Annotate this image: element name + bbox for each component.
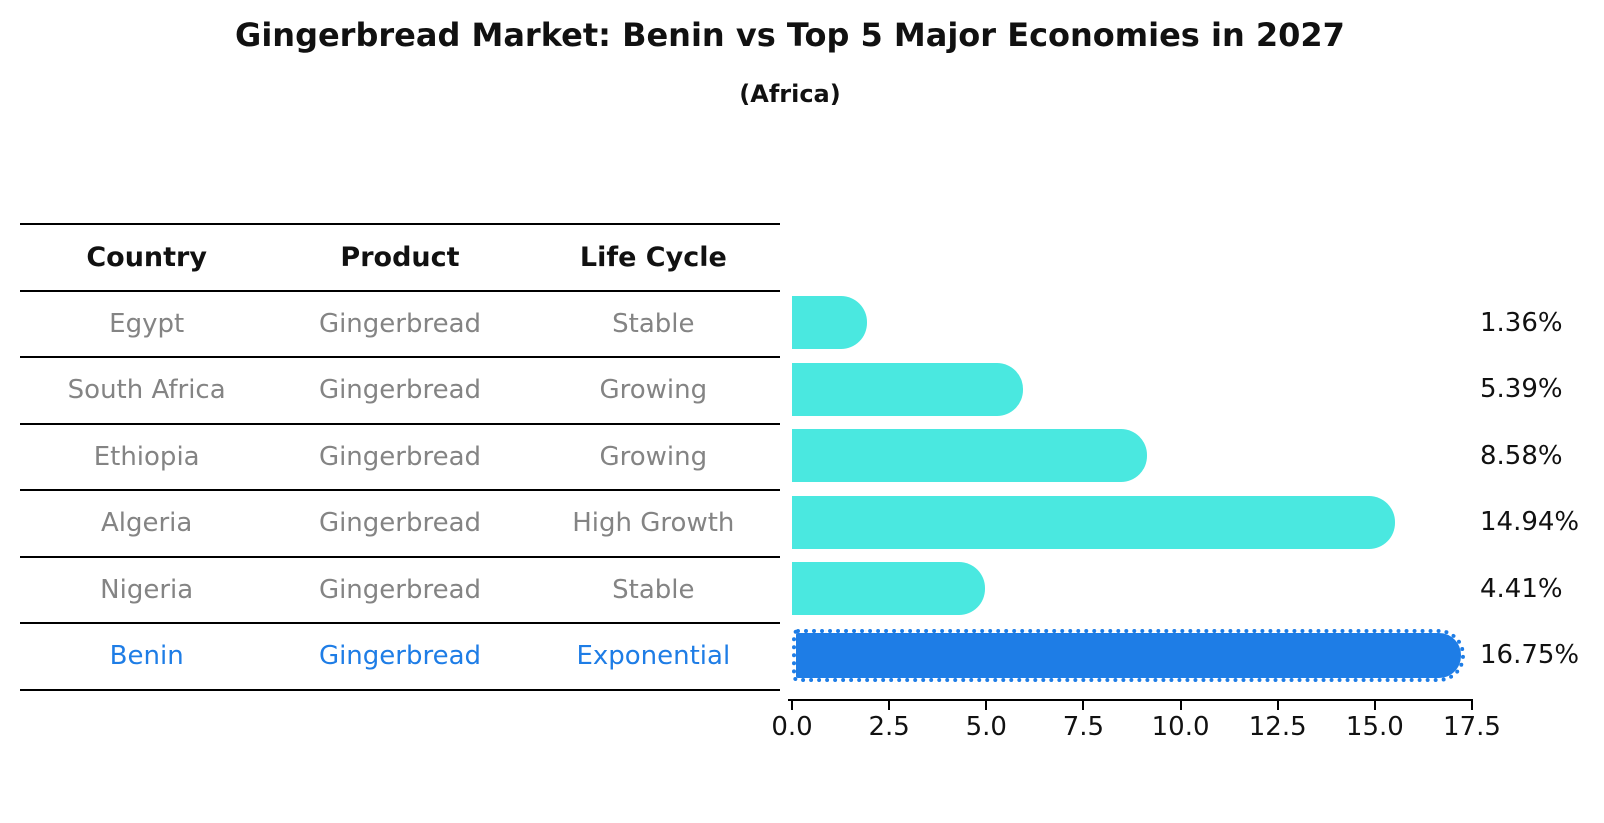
bar-benin [792, 628, 1465, 682]
bar-south-africa [792, 362, 1024, 416]
x-axis-tick-label: 10.0 [1151, 712, 1210, 742]
x-axis-tick-label: 0.0 [771, 712, 813, 742]
bar-row [792, 356, 1472, 423]
x-axis-tick [1179, 701, 1182, 710]
value-label-nigeria: 4.41% [1480, 573, 1563, 604]
chart-title: Gingerbread Market: Benin vs Top 5 Major… [235, 16, 1345, 54]
table-row-egypt: Egypt Gingerbread Stable [20, 292, 780, 358]
cell-life-cycle: Growing [599, 375, 708, 406]
table-row-ethiopia: Ethiopia Gingerbread Growing [20, 425, 780, 491]
bar-row [792, 622, 1472, 689]
table-row-benin: Benin Gingerbread Exponential [20, 624, 780, 691]
cell-country: Algeria [100, 508, 193, 539]
x-axis-tick [1276, 701, 1279, 710]
bar-row [792, 290, 1472, 357]
cell-country: South Africa [67, 375, 226, 406]
cell-life-cycle: Stable [612, 308, 695, 339]
x-axis-tick-label: 5.0 [965, 712, 1007, 742]
x-axis-line [788, 699, 1473, 701]
cell-product: Gingerbread [318, 308, 482, 339]
cell-product: Gingerbread [318, 441, 482, 472]
x-axis-tick [1373, 701, 1376, 710]
bar-ethiopia [792, 429, 1148, 483]
table-row-algeria: Algeria Gingerbread High Growth [20, 491, 780, 558]
cell-product: Gingerbread [318, 508, 482, 539]
cell-country: Ethiopia [93, 441, 200, 472]
cell-life-cycle: Exponential [576, 641, 731, 672]
value-label-egypt: 1.36% [1480, 307, 1563, 338]
bar-row [792, 423, 1472, 490]
cell-country: Egypt [109, 308, 185, 339]
value-label-south-africa: 5.39% [1480, 374, 1563, 405]
x-axis-tick-label: 17.5 [1443, 712, 1501, 742]
bar-nigeria [792, 562, 986, 616]
cell-life-cycle: Growing [599, 441, 708, 472]
x-axis-tick [791, 701, 793, 710]
cell-country: Benin [109, 641, 184, 672]
x-axis-tick-label: 7.5 [1062, 712, 1105, 742]
cell-life-cycle: High Growth [572, 508, 735, 539]
cell-country: Nigeria [100, 574, 194, 605]
x-axis-tick-label: 12.5 [1248, 712, 1307, 742]
column-header-life-cycle: Life Cycle [579, 241, 727, 273]
column-header-country: Country [86, 241, 207, 273]
x-axis-tick [1082, 701, 1085, 710]
value-label-column: 1.36% 5.39% 8.58% 14.94% 4.41% 16.75% [1480, 290, 1579, 689]
value-label-ethiopia: 8.58% [1480, 440, 1563, 471]
value-label-algeria: 14.94% [1480, 507, 1580, 538]
column-header-product: Product [340, 241, 460, 273]
x-axis-tick [888, 701, 891, 710]
x-axis-ticks: 0.0 2.5 5.0 7.5 10.0 12.5 15.0 17.5 [771, 699, 1501, 749]
table-row-south-africa: South Africa Gingerbread Growing [20, 358, 780, 425]
bar-chart [792, 290, 1472, 689]
table-row-nigeria: Nigeria Gingerbread Stable [20, 558, 780, 624]
cell-product: Gingerbread [318, 375, 482, 406]
chart-subtitle: (Africa) [739, 80, 841, 108]
cell-product: Gingerbread [318, 641, 482, 672]
bar-egypt [792, 296, 867, 350]
bar-algeria [792, 495, 1395, 549]
x-axis-tick [985, 701, 988, 710]
bar-row [792, 489, 1472, 556]
cell-product: Gingerbread [318, 574, 482, 605]
bar-row [792, 556, 1472, 623]
x-axis-tick-label: 2.5 [868, 712, 910, 742]
cell-life-cycle: Stable [612, 574, 695, 605]
value-label-benin: 16.75% [1480, 640, 1580, 671]
x-axis-tick-label: 15.0 [1345, 712, 1404, 742]
x-axis-tick [1471, 701, 1473, 710]
country-table: Country Product Life Cycle Egypt Gingerb… [20, 223, 780, 691]
table-header-row: Country Product Life Cycle [20, 225, 780, 292]
